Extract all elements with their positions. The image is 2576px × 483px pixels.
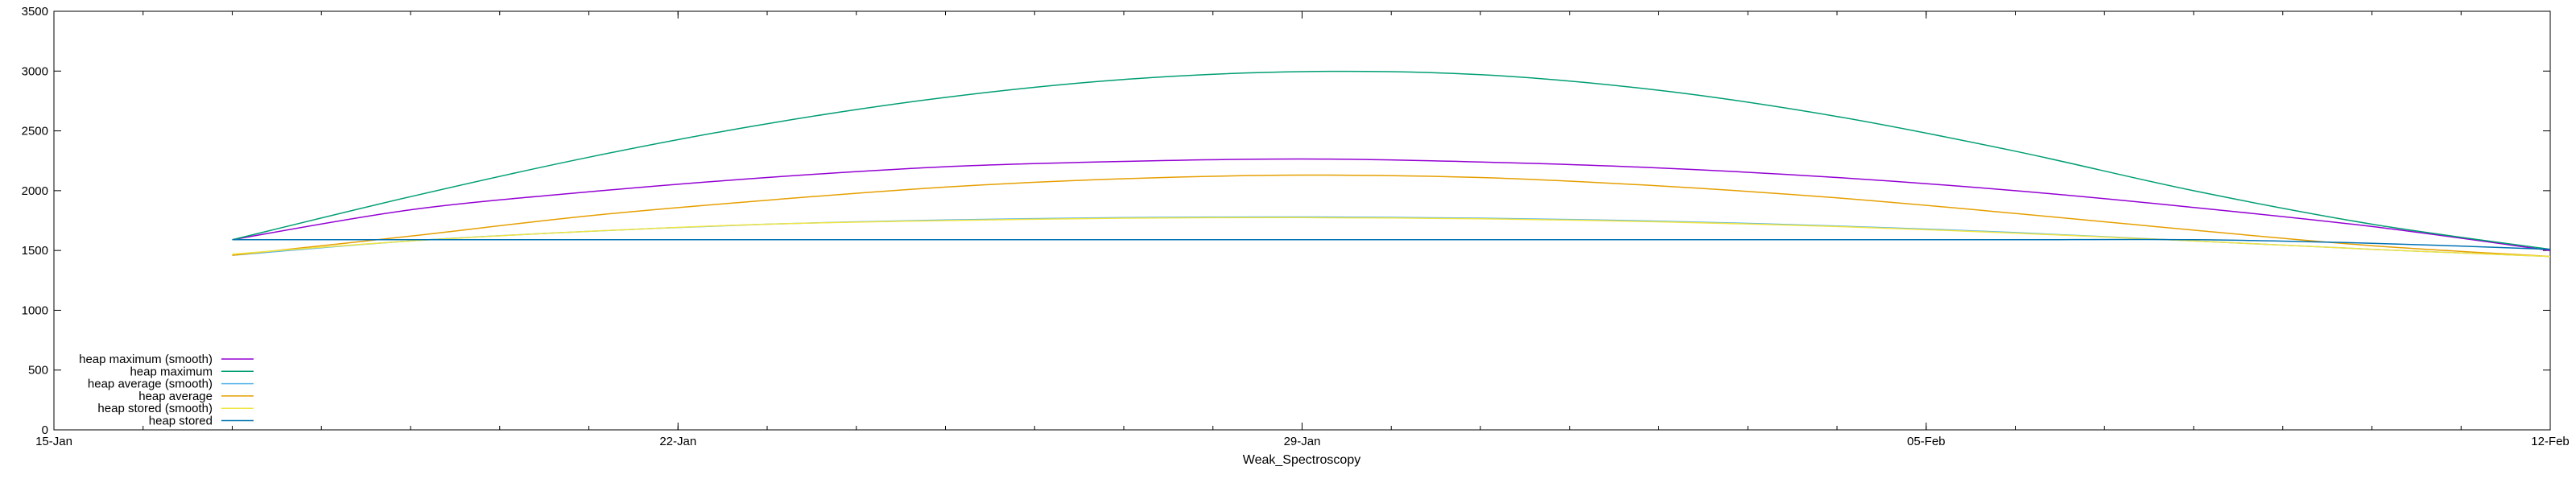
- y-axis: 0 500 1000 1500 2000 2500 3000 3500: [22, 5, 2550, 437]
- y-tick-label: 2500: [22, 125, 48, 138]
- x-tick-label: 29-Jan: [1284, 435, 1321, 448]
- series-line: [232, 217, 2551, 258]
- legend-label: heap average (smooth): [88, 378, 213, 391]
- plot-frame: [53, 10, 2551, 431]
- series-line: [232, 70, 2551, 250]
- series-line: [232, 216, 2551, 258]
- y-tick-label: 0: [42, 423, 48, 437]
- legend-label: heap stored: [149, 415, 213, 428]
- series-line: [232, 238, 2551, 250]
- y-tick-label: 3000: [22, 64, 48, 78]
- series-line: [232, 158, 2551, 251]
- x-tick-label: 12-Feb: [2531, 435, 2570, 448]
- legend-label: heap stored (smooth): [97, 402, 213, 415]
- x-axis-title: Weak_Spectroscopy: [1243, 453, 1360, 467]
- y-tick-label: 1500: [22, 244, 48, 258]
- legend-label: heap average: [138, 390, 213, 403]
- legend-label: heap maximum: [130, 365, 213, 378]
- y-tick-label: 1000: [22, 303, 48, 317]
- series-line: [232, 174, 2551, 258]
- y-tick-label: 500: [28, 364, 48, 378]
- x-tick-label: 05-Feb: [1907, 435, 1946, 448]
- x-axis: 15-Jan 22-Jan 29-Jan 05-Feb 12-Feb: [35, 11, 2570, 448]
- legend-label: heap maximum (smooth): [79, 353, 213, 366]
- x-tick-label: 15-Jan: [35, 435, 72, 448]
- series-layer: [232, 70, 2551, 258]
- x-tick-label: 22-Jan: [659, 435, 696, 448]
- y-tick-label: 3500: [22, 5, 48, 19]
- y-tick-label: 2000: [22, 184, 48, 198]
